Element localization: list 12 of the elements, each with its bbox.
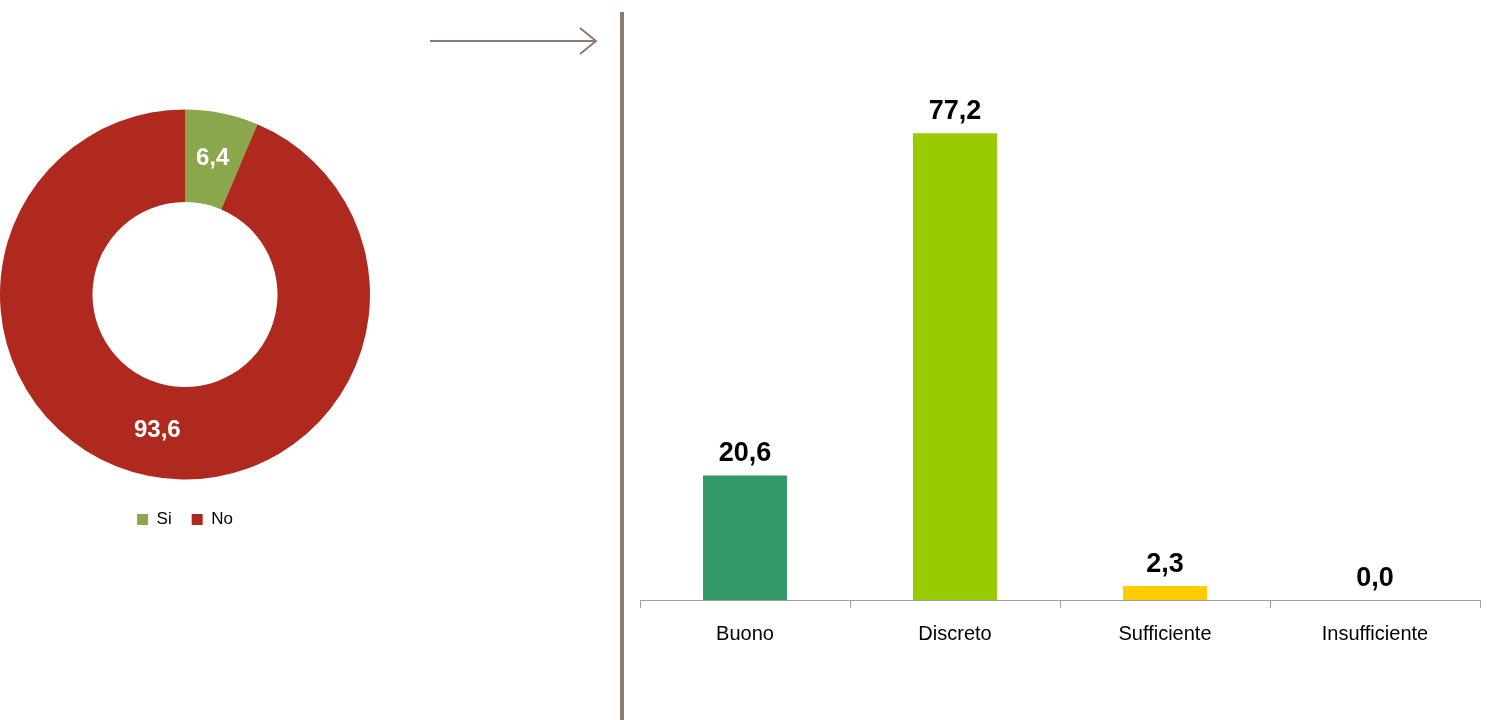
x-tick-label: Sufficiente	[1118, 621, 1212, 644]
x-tick-label: Buono	[716, 621, 774, 644]
data-label: 6,4	[196, 143, 231, 171]
x-tick-label: Discreto	[918, 621, 992, 644]
data-label: 0,0	[1356, 561, 1394, 592]
x-tick-label: Insufficiente	[1321, 621, 1429, 644]
legend-label: No	[211, 509, 233, 529]
data-label: 2,3	[1146, 548, 1184, 579]
data-label: 77,2	[928, 95, 982, 126]
legend-label: Si	[156, 509, 172, 529]
data-label: 20,6	[718, 437, 772, 468]
data-label: 93,6	[133, 415, 181, 443]
